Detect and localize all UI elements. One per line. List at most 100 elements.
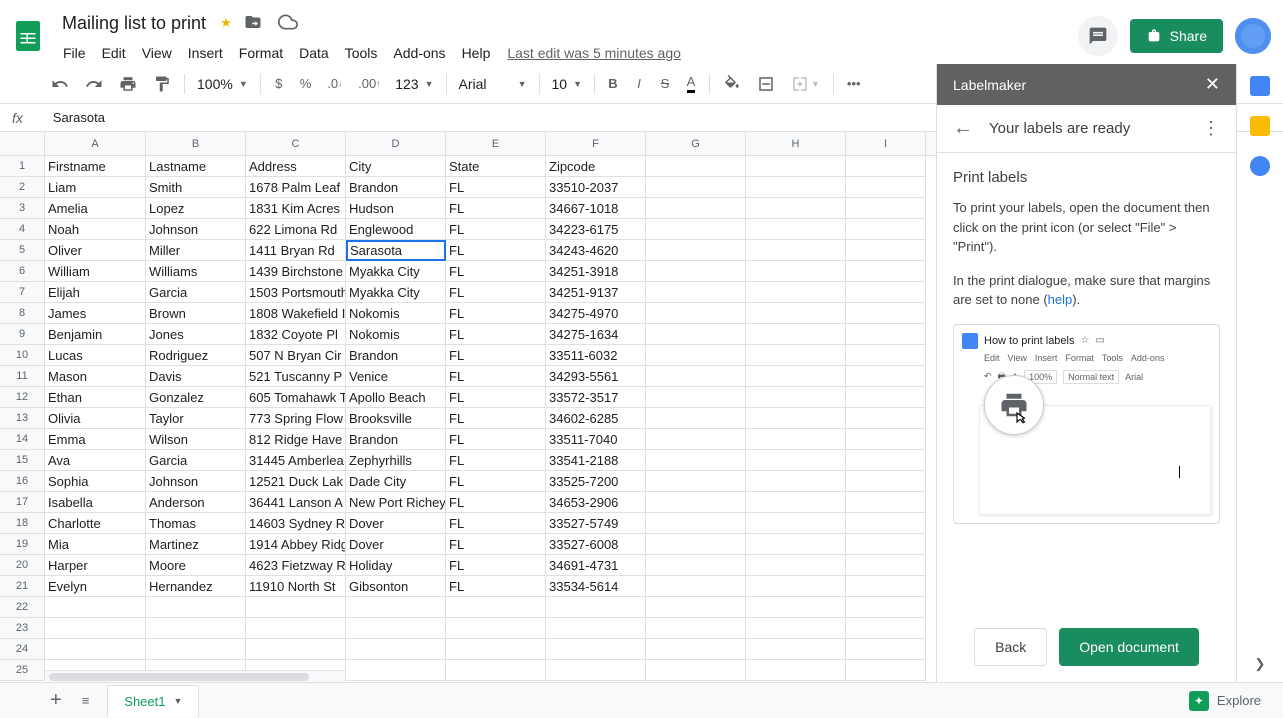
row-header[interactable]: 22 — [0, 597, 45, 618]
cell[interactable] — [146, 618, 246, 639]
menu-view[interactable]: View — [135, 41, 179, 65]
percent-button[interactable]: % — [293, 70, 319, 97]
cell[interactable] — [646, 261, 746, 282]
cell[interactable]: Garcia — [146, 282, 246, 303]
row-header[interactable]: 20 — [0, 555, 45, 576]
zoom-dropdown[interactable]: 100%▼ — [191, 72, 254, 96]
cell[interactable]: 33541-2188 — [546, 450, 646, 471]
cell[interactable] — [646, 660, 746, 681]
row-header[interactable]: 21 — [0, 576, 45, 597]
cell[interactable] — [646, 240, 746, 261]
cloud-status-icon[interactable] — [274, 8, 302, 39]
cell[interactable]: 34275-1634 — [546, 324, 646, 345]
cell[interactable]: Taylor — [146, 408, 246, 429]
row-header[interactable]: 25 — [0, 660, 45, 681]
open-document-button[interactable]: Open document — [1059, 628, 1199, 666]
cell[interactable] — [646, 366, 746, 387]
row-header[interactable]: 4 — [0, 219, 45, 240]
cell[interactable]: Isabella — [45, 492, 146, 513]
cell[interactable] — [846, 576, 926, 597]
cell[interactable] — [746, 345, 846, 366]
menu-tools[interactable]: Tools — [338, 41, 385, 65]
cell[interactable] — [746, 597, 846, 618]
cell[interactable]: 33525-7200 — [546, 471, 646, 492]
move-icon[interactable] — [240, 9, 266, 38]
strikethrough-button[interactable]: S — [653, 70, 677, 97]
cell[interactable]: FL — [446, 177, 546, 198]
column-header-D[interactable]: D — [346, 132, 446, 155]
cell[interactable]: 34243-4620 — [546, 240, 646, 261]
cell[interactable] — [846, 219, 926, 240]
cell[interactable] — [446, 639, 546, 660]
cell[interactable] — [646, 408, 746, 429]
cell[interactable] — [846, 597, 926, 618]
cell[interactable]: 1914 Abbey Ridg — [246, 534, 346, 555]
cell[interactable] — [446, 597, 546, 618]
cell[interactable] — [846, 324, 926, 345]
formula-value[interactable]: Sarasota — [53, 110, 105, 125]
cell[interactable]: FL — [446, 282, 546, 303]
cell[interactable]: Myakka City — [346, 261, 446, 282]
cell[interactable]: 1439 Birchstone — [246, 261, 346, 282]
cell[interactable]: 1678 Palm Leaf — [246, 177, 346, 198]
cell[interactable] — [646, 282, 746, 303]
cell[interactable]: Garcia — [146, 450, 246, 471]
cell[interactable]: 34251-3918 — [546, 261, 646, 282]
cell[interactable]: FL — [446, 261, 546, 282]
cell[interactable] — [346, 618, 446, 639]
cell[interactable]: 1411 Bryan Rd — [246, 240, 346, 261]
cell[interactable] — [746, 618, 846, 639]
row-header[interactable]: 7 — [0, 282, 45, 303]
cell[interactable] — [746, 555, 846, 576]
cell[interactable]: 1503 Portsmouth — [246, 282, 346, 303]
cell[interactable] — [846, 618, 926, 639]
borders-button[interactable] — [750, 69, 782, 99]
cell[interactable]: Moore — [146, 555, 246, 576]
column-header-E[interactable]: E — [446, 132, 546, 155]
cell[interactable] — [846, 555, 926, 576]
menu-insert[interactable]: Insert — [181, 41, 230, 65]
cell[interactable]: Nokomis — [346, 303, 446, 324]
cell[interactable]: 34602-6285 — [546, 408, 646, 429]
cell[interactable]: Johnson — [146, 471, 246, 492]
cell[interactable]: Brandon — [346, 177, 446, 198]
cell[interactable] — [646, 492, 746, 513]
cell[interactable]: James — [45, 303, 146, 324]
row-header[interactable]: 19 — [0, 534, 45, 555]
close-icon[interactable]: ✕ — [1205, 74, 1220, 95]
cell[interactable] — [746, 366, 846, 387]
cell[interactable]: State — [446, 156, 546, 177]
cell[interactable]: Sarasota — [346, 240, 446, 261]
cell[interactable]: FL — [446, 555, 546, 576]
cell[interactable]: 34223-6175 — [546, 219, 646, 240]
cell[interactable]: 507 N Bryan Cir — [246, 345, 346, 366]
cell[interactable] — [846, 261, 926, 282]
cell[interactable]: Smith — [146, 177, 246, 198]
cell[interactable] — [646, 198, 746, 219]
menu-add-ons[interactable]: Add-ons — [386, 41, 452, 65]
menu-format[interactable]: Format — [232, 41, 290, 65]
column-header-F[interactable]: F — [546, 132, 646, 155]
cell[interactable] — [646, 534, 746, 555]
horizontal-scrollbar[interactable] — [45, 670, 345, 682]
cell[interactable]: 812 Ridge Have — [246, 429, 346, 450]
cell[interactable]: 33511-7040 — [546, 429, 646, 450]
all-sheets-button[interactable]: ≡ — [72, 687, 100, 714]
cell[interactable] — [646, 576, 746, 597]
row-header[interactable]: 5 — [0, 240, 45, 261]
cell[interactable]: 34691-4731 — [546, 555, 646, 576]
cell[interactable]: Martinez — [146, 534, 246, 555]
cell[interactable] — [746, 576, 846, 597]
cell[interactable] — [746, 282, 846, 303]
font-size-dropdown[interactable]: 10▼ — [546, 72, 589, 96]
cell[interactable] — [646, 156, 746, 177]
cell[interactable]: FL — [446, 198, 546, 219]
cell[interactable] — [846, 282, 926, 303]
cell[interactable] — [546, 660, 646, 681]
cell[interactable]: FL — [446, 366, 546, 387]
cell[interactable]: Benjamin — [45, 324, 146, 345]
cell[interactable]: FL — [446, 345, 546, 366]
menu-help[interactable]: Help — [455, 41, 498, 65]
back-button[interactable]: Back — [974, 628, 1047, 666]
cell[interactable]: Mason — [45, 366, 146, 387]
